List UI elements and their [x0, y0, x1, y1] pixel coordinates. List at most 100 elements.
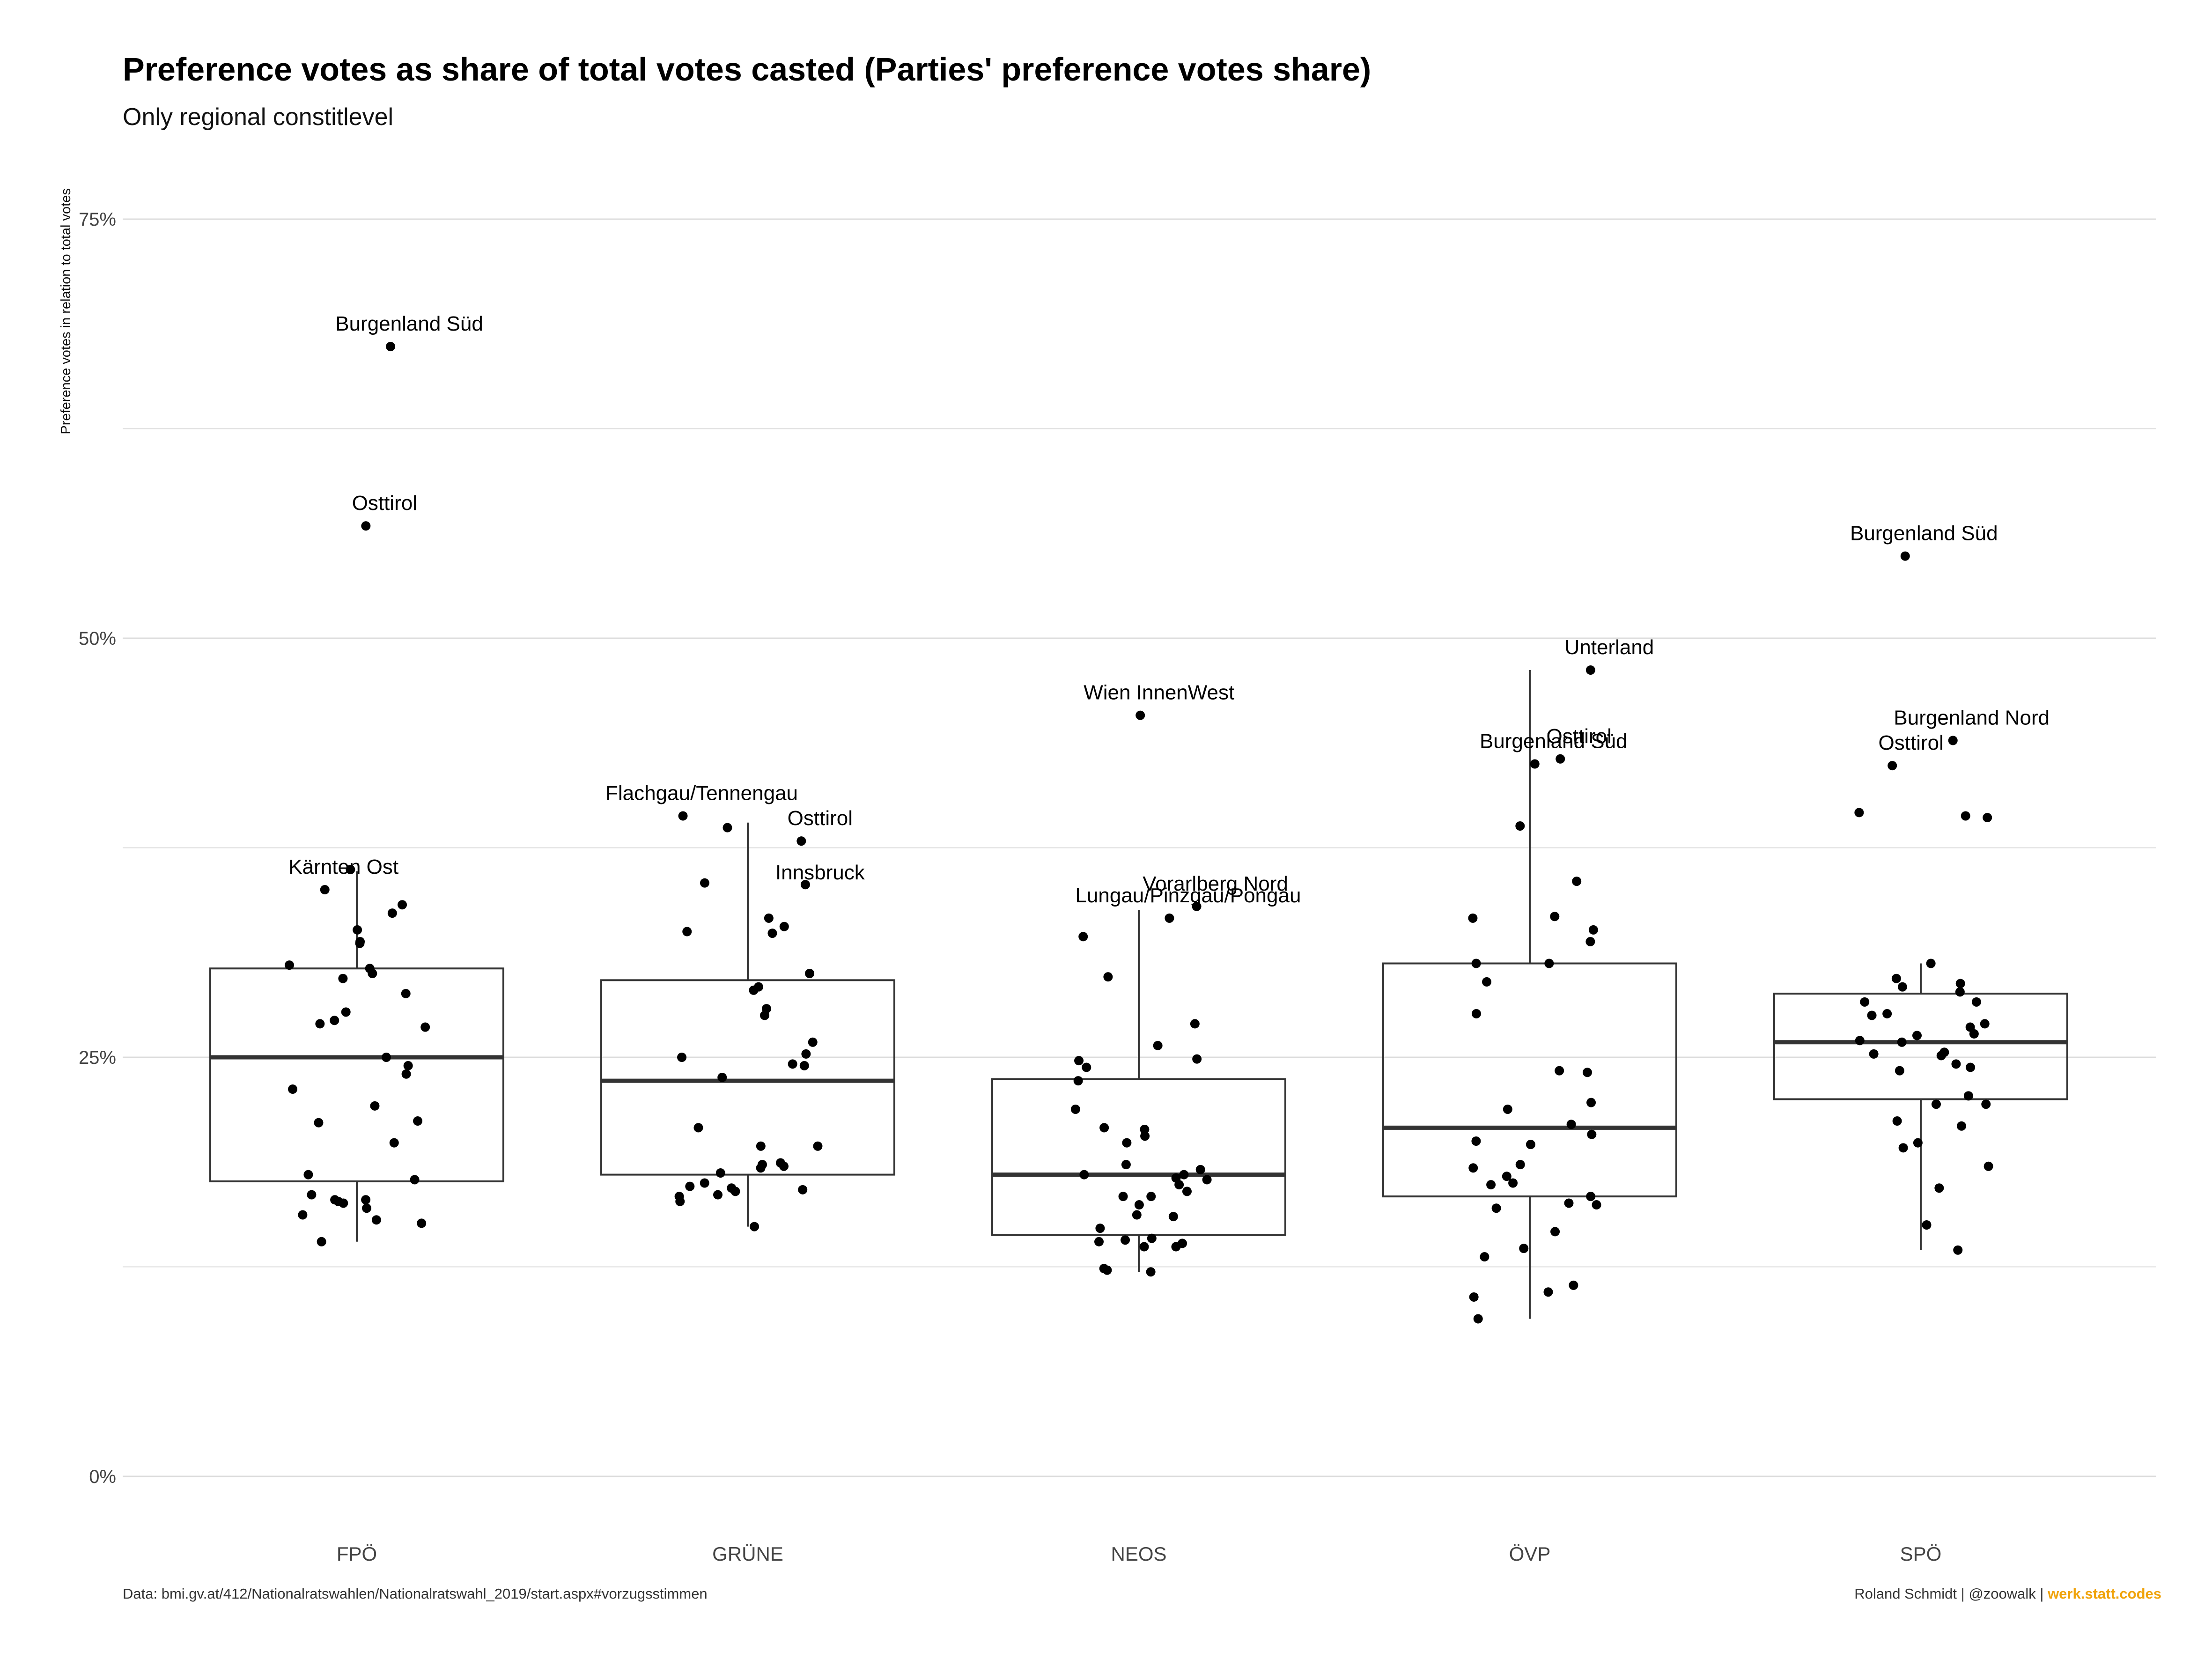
- data-point: [1140, 1124, 1150, 1134]
- data-point: [386, 342, 396, 352]
- data-point: [1139, 1242, 1149, 1252]
- data-point: [1898, 1143, 1908, 1153]
- data-point: [1165, 913, 1174, 923]
- data-point: [1981, 1099, 1991, 1109]
- data-point: [1948, 736, 1958, 745]
- x-tick-label: GRÜNE: [712, 1543, 783, 1565]
- data-point: [1519, 1244, 1529, 1253]
- data-point: [1966, 1062, 1976, 1072]
- data-point: [389, 1138, 399, 1148]
- data-point: [1900, 551, 1910, 561]
- data-point: [1582, 1068, 1592, 1077]
- data-point: [1555, 1066, 1564, 1076]
- data-point: [1585, 936, 1595, 946]
- data-point: [1556, 754, 1565, 764]
- data-point: [1503, 1104, 1512, 1114]
- data-point: [1895, 1066, 1904, 1076]
- data-point: [1469, 1292, 1479, 1302]
- data-point: [779, 922, 789, 931]
- data-point: [700, 878, 709, 888]
- data-point: [346, 865, 355, 875]
- data-point: [1168, 1212, 1178, 1222]
- data-point: [700, 1178, 709, 1188]
- data-point: [1073, 1076, 1083, 1086]
- data-point: [1135, 710, 1145, 720]
- data-point: [355, 938, 365, 948]
- data-point: [1074, 1056, 1084, 1066]
- data-point: [1171, 1242, 1181, 1252]
- data-point: [1146, 1192, 1156, 1202]
- data-point: [1936, 1051, 1946, 1061]
- data-point: [353, 925, 362, 935]
- data-point: [1070, 1104, 1080, 1114]
- box-iqr: [991, 1078, 1286, 1236]
- data-point: [317, 1237, 326, 1246]
- data-point: [1515, 1160, 1525, 1170]
- data-point: [339, 1198, 348, 1208]
- x-tick-label: ÖVP: [1509, 1543, 1551, 1565]
- data-point: [1502, 1172, 1512, 1181]
- data-point: [1585, 665, 1595, 675]
- data-point: [1471, 1009, 1481, 1018]
- data-point: [717, 1072, 727, 1082]
- data-point: [1491, 1203, 1501, 1213]
- data-point: [1897, 982, 1907, 992]
- data-point: [760, 1010, 770, 1020]
- data-point: [1953, 1245, 1963, 1255]
- data-point: [685, 1181, 695, 1191]
- data-point: [307, 1190, 317, 1200]
- data-point: [417, 1218, 427, 1228]
- x-tick-label: SPÖ: [1900, 1543, 1942, 1565]
- data-point: [799, 1061, 809, 1070]
- brand-link[interactable]: werk.statt.codes: [2048, 1585, 2161, 1602]
- data-point: [1473, 1314, 1483, 1324]
- data-point: [801, 1049, 811, 1059]
- data-point: [1588, 925, 1598, 935]
- data-point: [1544, 959, 1554, 968]
- data-point: [362, 1203, 372, 1213]
- data-point: [1078, 932, 1088, 942]
- data-point: [401, 988, 411, 998]
- data-point: [413, 1116, 423, 1126]
- data-point: [371, 1215, 381, 1225]
- y-tick-label: 0%: [89, 1467, 116, 1487]
- data-point: [813, 1141, 823, 1151]
- data-point: [1118, 1192, 1128, 1202]
- data-point: [730, 1187, 740, 1196]
- data-point: [1550, 1227, 1560, 1237]
- point-annotation: Burgenland Süd: [1850, 522, 1998, 545]
- point-annotation: Osttirol: [788, 807, 853, 830]
- chart-subtitle: Only regional constitlevel: [123, 103, 394, 131]
- data-point: [1121, 1235, 1130, 1245]
- axis-layer: 0% 25% 50% 75% Preference votes in relation …: [59, 188, 1941, 1565]
- data-point: [1202, 1175, 1212, 1185]
- data-source-caption: Data: bmi.gv.at/412/Nationalratswahlen/N…: [123, 1585, 708, 1602]
- data-point: [361, 1195, 371, 1205]
- data-point: [401, 1069, 411, 1079]
- x-tick-label: NEOS: [1111, 1543, 1166, 1565]
- data-point: [1566, 1120, 1576, 1129]
- y-tick-label: 75%: [79, 209, 116, 230]
- data-point: [1869, 1049, 1879, 1059]
- data-point: [1192, 1054, 1202, 1064]
- data-point: [1971, 997, 1981, 1007]
- data-point: [808, 1037, 818, 1047]
- data-point: [756, 1141, 766, 1151]
- point-annotation: Kärnten Ost: [288, 855, 398, 878]
- data-point: [1854, 808, 1864, 818]
- data-point: [398, 900, 407, 910]
- data-point: [1153, 1040, 1163, 1050]
- data-point: [1934, 1183, 1944, 1193]
- data-point: [1983, 1161, 1993, 1171]
- data-point: [1913, 1138, 1923, 1148]
- x-tick-label: FPÖ: [337, 1543, 377, 1565]
- y-axis-title: Preference votes in relation to total vo…: [59, 188, 74, 435]
- data-point: [1980, 1019, 1990, 1029]
- data-point: [1867, 1010, 1877, 1020]
- data-point: [381, 1053, 391, 1062]
- point-annotation: Burgenland Süd: [335, 312, 483, 335]
- data-point: [1182, 1187, 1192, 1196]
- data-point: [1482, 977, 1492, 987]
- data-point: [750, 1222, 759, 1231]
